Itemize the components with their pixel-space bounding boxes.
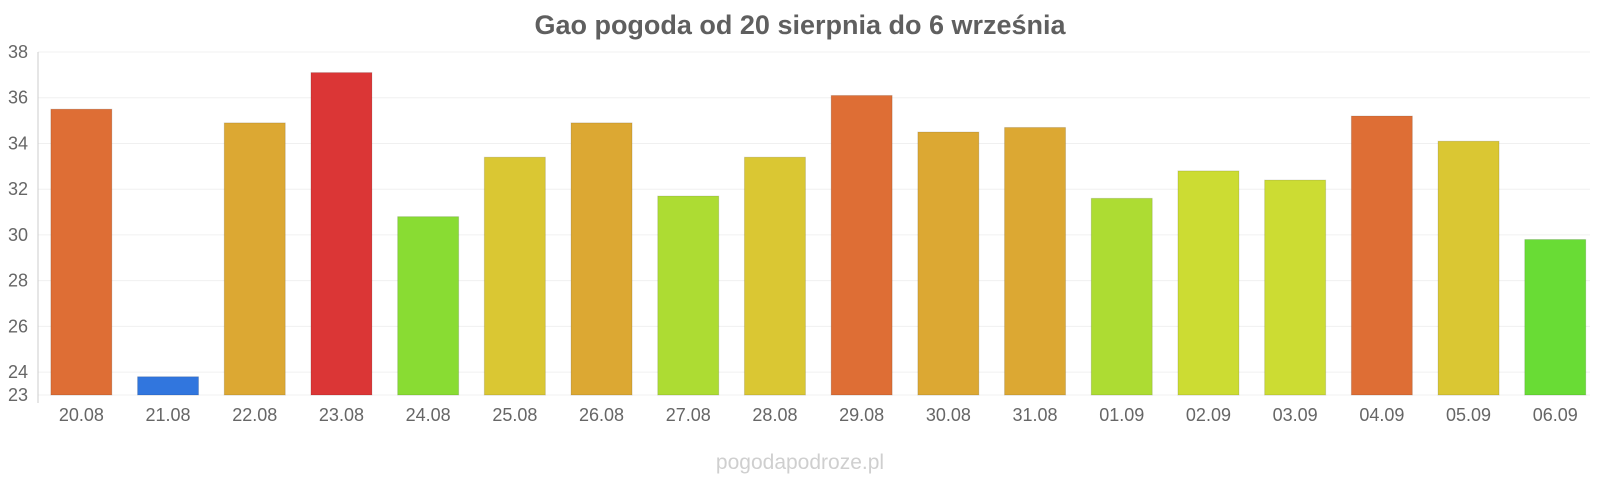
x-tick-label: 05.09 <box>1446 405 1491 425</box>
bar-24.08 <box>397 216 460 396</box>
bar-05.09 <box>1437 140 1500 396</box>
x-tick-label: 23.08 <box>319 405 364 425</box>
x-axis-labels: 20.08 21.08 22.08 23.08 24.08 25.08 26.08 27.08… <box>59 405 1578 425</box>
y-tick-label: 23 <box>8 385 28 405</box>
bar-22.08 <box>223 122 286 396</box>
bar-21.08 <box>137 376 200 396</box>
x-tick-label: 02.09 <box>1186 405 1231 425</box>
x-tick-label: 29.08 <box>839 405 884 425</box>
x-tick-label: 31.08 <box>1013 405 1058 425</box>
bars <box>50 72 1587 396</box>
x-tick-label: 21.08 <box>146 405 191 425</box>
bar-31.08 <box>1004 126 1067 396</box>
chart-title: Gao pogoda od 20 sierpnia do 6 września <box>534 10 1066 40</box>
bar-25.08 <box>483 156 546 396</box>
y-tick-label: 34 <box>8 133 28 153</box>
bar-23.08 <box>310 72 373 396</box>
x-tick-label: 30.08 <box>926 405 971 425</box>
x-tick-label: 22.08 <box>232 405 277 425</box>
x-tick-label: 24.08 <box>406 405 451 425</box>
x-tick-label: 01.09 <box>1099 405 1144 425</box>
bar-27.08 <box>657 195 720 396</box>
watermark: pogodapodroze.pl <box>715 451 885 474</box>
x-tick-label: 26.08 <box>579 405 624 425</box>
bar-04.09 <box>1350 115 1413 396</box>
bar-02.09 <box>1177 170 1240 396</box>
y-tick-label: 30 <box>8 225 28 245</box>
y-tick-label: 36 <box>8 88 28 108</box>
x-tick-label: 04.09 <box>1359 405 1404 425</box>
y-tick-label: 26 <box>8 316 28 336</box>
x-tick-label: 06.09 <box>1533 405 1578 425</box>
x-tick-label: 03.09 <box>1273 405 1318 425</box>
y-tick-label: 24 <box>8 362 28 382</box>
y-tick-label: 32 <box>8 179 28 199</box>
bar-28.08 <box>743 156 806 396</box>
bar-20.08 <box>50 108 113 396</box>
bar-06.09 <box>1524 239 1587 396</box>
bar-29.08 <box>830 94 893 396</box>
y-tick-label: 28 <box>8 271 28 291</box>
y-axis: 23 24 26 28 30 32 34 36 38 <box>8 42 39 405</box>
bar-30.08 <box>917 131 980 396</box>
y-tick-label: 38 <box>8 42 28 62</box>
x-tick-label: 28.08 <box>752 405 797 425</box>
x-tick-label: 20.08 <box>59 405 104 425</box>
bar-01.09 <box>1090 197 1153 396</box>
bar-26.08 <box>570 122 633 396</box>
x-tick-label: 27.08 <box>666 405 711 425</box>
x-tick-label: 25.08 <box>492 405 537 425</box>
bar-03.09 <box>1264 179 1327 396</box>
grid-lines <box>38 51 1590 396</box>
